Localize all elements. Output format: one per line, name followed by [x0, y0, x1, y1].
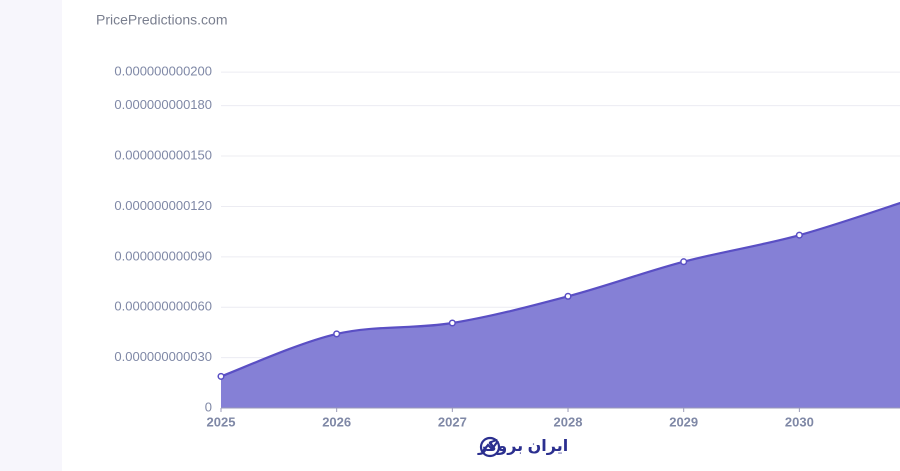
point	[217, 372, 225, 380]
x-tick-label: 2030	[785, 414, 814, 429]
point	[333, 330, 341, 338]
x-tick-label: 2025	[207, 414, 236, 429]
watermark: ایران بروکر	[477, 436, 568, 458]
x-tick-label: 2028	[554, 414, 583, 429]
y-tick-label: 0.000000000090	[114, 248, 212, 263]
point	[795, 231, 803, 239]
watermark-text: ایران بروکر	[477, 438, 568, 455]
source-label: PricePredictions.com	[96, 12, 228, 28]
y-tick-label: 0.000000000150	[114, 147, 212, 162]
area	[221, 203, 900, 408]
y-tick-label: 0	[205, 399, 212, 414]
sidebar	[0, 0, 62, 471]
x-tick-label: 2029	[669, 414, 698, 429]
y-tick-label: 0.000000000120	[114, 198, 212, 213]
y-tick-label: 0.000000000060	[114, 299, 212, 314]
x-tick-label: 2027	[438, 414, 467, 429]
x-tick-label: 2026	[322, 414, 351, 429]
point	[448, 319, 456, 327]
point	[680, 258, 688, 266]
y-tick-label: 0.000000000180	[114, 97, 212, 112]
y-tick-label: 0.000000000030	[114, 349, 212, 364]
point	[564, 292, 572, 300]
plot: 2025202620272028202920302031	[207, 201, 900, 429]
y-tick-label: 0.000000000200	[114, 64, 212, 79]
